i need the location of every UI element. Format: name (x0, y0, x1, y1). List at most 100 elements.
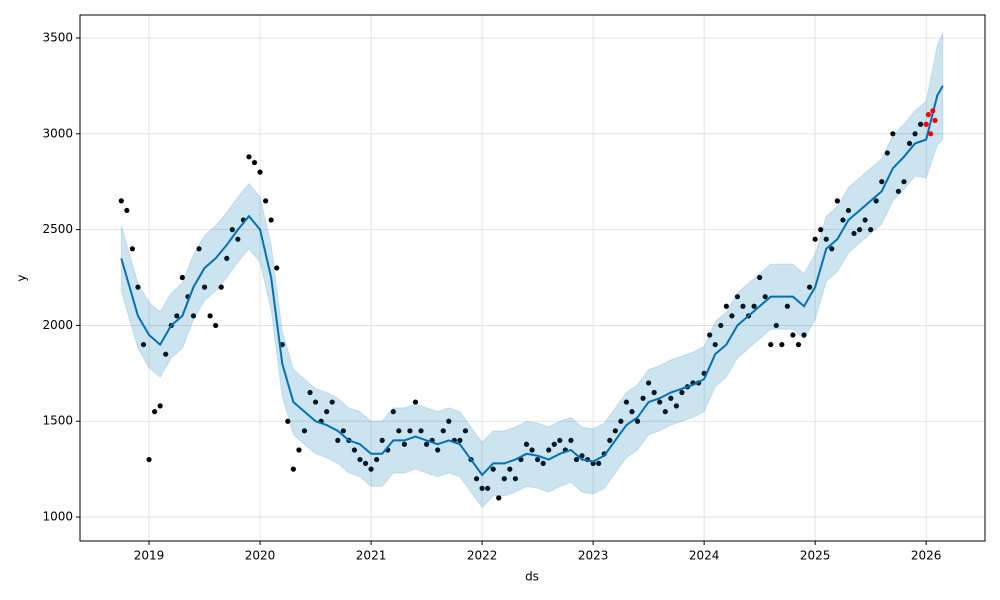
data-point (651, 389, 657, 396)
data-point (634, 418, 641, 424)
y-tick-label: 3500 (42, 30, 73, 44)
data-point (762, 294, 768, 300)
data-point (551, 441, 557, 447)
data-point (140, 341, 147, 348)
data-point (662, 409, 668, 415)
data-point (784, 303, 790, 309)
data-point (473, 476, 480, 482)
data-point (196, 246, 202, 252)
data-point (712, 341, 718, 348)
x-tick-label: 2019 (134, 549, 165, 563)
data-point (446, 418, 452, 424)
data-point (646, 380, 652, 386)
data-point (351, 447, 358, 453)
y-tick-label: 3000 (42, 126, 73, 140)
data-point (229, 227, 235, 233)
y-tick-label: 2000 (42, 318, 73, 332)
data-point (623, 399, 630, 405)
data-point (890, 131, 896, 137)
data-point (932, 117, 938, 123)
data-point (834, 198, 840, 204)
data-point (235, 236, 241, 242)
data-point (401, 441, 407, 447)
data-point (357, 456, 363, 463)
data-point (856, 227, 863, 233)
data-point (335, 437, 341, 443)
forecast-line (120, 85, 944, 477)
y-tick-label: 1000 (42, 510, 73, 524)
data-point (251, 159, 258, 166)
data-point (312, 399, 319, 405)
data-point (218, 284, 224, 290)
data-point (673, 403, 679, 409)
plot-frame (79, 14, 986, 542)
data-point (923, 121, 929, 127)
data-point (925, 112, 931, 118)
data-point (535, 456, 541, 463)
data-point (840, 217, 846, 223)
data-point (435, 447, 441, 453)
data-point (157, 403, 163, 409)
x-tick-label: 2021 (356, 549, 387, 563)
data-point (390, 409, 396, 415)
data-point (501, 476, 507, 482)
data-point (268, 217, 274, 223)
data-point (274, 265, 280, 271)
uncertainty-band (120, 32, 944, 509)
data-point (374, 456, 380, 463)
data-point (873, 198, 879, 204)
data-point (790, 332, 796, 338)
data-point (779, 341, 785, 348)
data-point (190, 313, 197, 319)
data-point (573, 456, 580, 463)
data-point (523, 441, 530, 447)
data-point (423, 441, 430, 447)
data-point (324, 409, 330, 415)
data-point (201, 284, 208, 290)
data-point (224, 255, 230, 261)
data-point (124, 207, 130, 214)
data-point (129, 246, 135, 252)
data-point (707, 332, 713, 338)
data-point (740, 303, 746, 309)
data-point (379, 437, 385, 443)
data-point (496, 495, 502, 501)
data-point (812, 236, 818, 242)
data-point (263, 198, 269, 204)
data-point (862, 217, 868, 223)
data-point (135, 284, 141, 290)
data-point (884, 150, 890, 156)
data-point (207, 313, 213, 319)
data-point (629, 409, 635, 415)
data-point (612, 428, 618, 434)
data-point (507, 466, 513, 472)
data-point (596, 460, 602, 466)
x-tick-label: 2022 (467, 549, 498, 563)
data-point (362, 460, 369, 466)
data-point (257, 169, 263, 175)
data-point (918, 121, 924, 127)
data-point (806, 284, 813, 290)
data-point (479, 485, 485, 491)
data-point (868, 227, 874, 233)
x-axis-label: ds (525, 570, 539, 584)
data-point (928, 131, 934, 137)
y-tick-label: 2500 (42, 222, 73, 236)
data-point (557, 437, 563, 443)
data-point (512, 476, 519, 482)
data-point (290, 466, 296, 472)
data-point (679, 389, 685, 396)
data-point (485, 485, 491, 491)
data-point (174, 313, 180, 319)
data-point (462, 428, 469, 434)
data-point (179, 274, 185, 281)
data-point (734, 294, 741, 300)
data-point (296, 447, 302, 453)
data-point (546, 447, 552, 453)
data-point (906, 140, 913, 146)
data-point (285, 418, 291, 424)
data-point (640, 395, 646, 401)
data-point (329, 399, 335, 405)
